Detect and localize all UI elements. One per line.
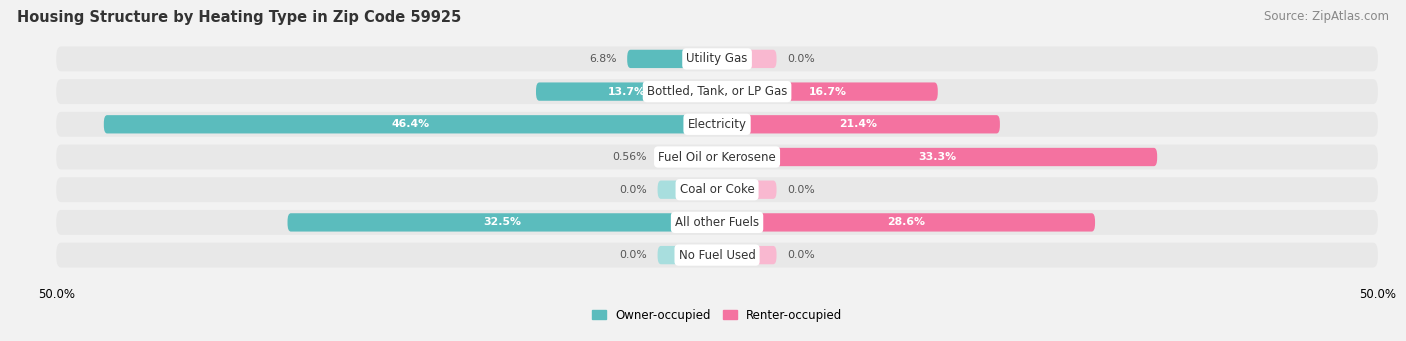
- FancyBboxPatch shape: [717, 50, 776, 68]
- Text: All other Fuels: All other Fuels: [675, 216, 759, 229]
- FancyBboxPatch shape: [717, 115, 1000, 133]
- Text: 33.3%: 33.3%: [918, 152, 956, 162]
- Text: 0.56%: 0.56%: [613, 152, 647, 162]
- FancyBboxPatch shape: [627, 50, 717, 68]
- Legend: Owner-occupied, Renter-occupied: Owner-occupied, Renter-occupied: [586, 304, 848, 326]
- Text: 0.0%: 0.0%: [787, 185, 815, 195]
- Text: 0.0%: 0.0%: [619, 185, 647, 195]
- FancyBboxPatch shape: [717, 83, 938, 101]
- FancyBboxPatch shape: [658, 246, 717, 264]
- FancyBboxPatch shape: [56, 243, 1378, 268]
- FancyBboxPatch shape: [717, 180, 776, 199]
- Text: Utility Gas: Utility Gas: [686, 53, 748, 65]
- Text: 21.4%: 21.4%: [839, 119, 877, 129]
- FancyBboxPatch shape: [287, 213, 717, 232]
- Text: 0.0%: 0.0%: [787, 250, 815, 260]
- Text: 46.4%: 46.4%: [391, 119, 429, 129]
- FancyBboxPatch shape: [658, 148, 717, 166]
- FancyBboxPatch shape: [56, 79, 1378, 104]
- FancyBboxPatch shape: [717, 148, 1157, 166]
- Text: Coal or Coke: Coal or Coke: [679, 183, 755, 196]
- Text: 0.0%: 0.0%: [787, 54, 815, 64]
- Text: Fuel Oil or Kerosene: Fuel Oil or Kerosene: [658, 150, 776, 163]
- Text: 28.6%: 28.6%: [887, 218, 925, 227]
- Text: 32.5%: 32.5%: [484, 218, 522, 227]
- Text: No Fuel Used: No Fuel Used: [679, 249, 755, 262]
- FancyBboxPatch shape: [56, 177, 1378, 202]
- Text: Housing Structure by Heating Type in Zip Code 59925: Housing Structure by Heating Type in Zip…: [17, 10, 461, 25]
- FancyBboxPatch shape: [536, 83, 717, 101]
- FancyBboxPatch shape: [717, 213, 1095, 232]
- Text: Electricity: Electricity: [688, 118, 747, 131]
- Text: 6.8%: 6.8%: [589, 54, 617, 64]
- FancyBboxPatch shape: [56, 210, 1378, 235]
- FancyBboxPatch shape: [56, 46, 1378, 71]
- FancyBboxPatch shape: [717, 246, 776, 264]
- FancyBboxPatch shape: [56, 112, 1378, 137]
- FancyBboxPatch shape: [56, 145, 1378, 169]
- FancyBboxPatch shape: [104, 115, 717, 133]
- FancyBboxPatch shape: [658, 180, 717, 199]
- Text: Bottled, Tank, or LP Gas: Bottled, Tank, or LP Gas: [647, 85, 787, 98]
- Text: 16.7%: 16.7%: [808, 87, 846, 97]
- Text: 0.0%: 0.0%: [619, 250, 647, 260]
- Text: Source: ZipAtlas.com: Source: ZipAtlas.com: [1264, 10, 1389, 23]
- Text: 13.7%: 13.7%: [607, 87, 645, 97]
